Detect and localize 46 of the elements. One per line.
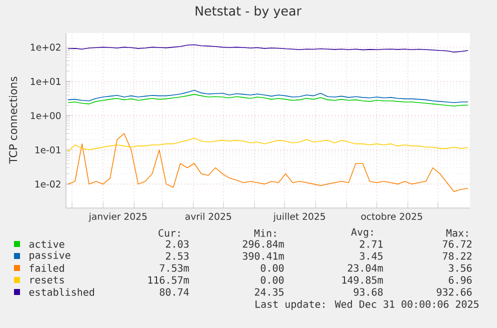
legend-label: resets — [30, 276, 64, 284]
text: Cur: — [158, 229, 180, 237]
text: 0.00 — [260, 276, 284, 284]
text: 80.74 — [160, 288, 189, 296]
line-series — [68, 90, 468, 104]
text: 149.85m — [342, 276, 383, 284]
legend-label: passive — [30, 251, 70, 261]
text: 2.03 — [166, 240, 189, 248]
text: 93.68 — [354, 288, 383, 296]
line-series — [68, 94, 468, 106]
text: Max: — [446, 229, 468, 237]
text: 6.96 — [448, 276, 472, 284]
text: 296.84m — [242, 240, 284, 248]
text: 932.66 — [436, 288, 472, 296]
x-tick-label: janvier 2025 — [88, 212, 147, 222]
y-axis-title: TCP connections — [8, 76, 18, 164]
chart-title: Netstat - by year — [196, 6, 302, 18]
text: 116.57m — [148, 276, 189, 284]
text: 2.53 — [166, 252, 189, 260]
text: 390.41m — [242, 252, 284, 260]
line-series — [68, 44, 468, 52]
x-tick-label: avril 2025 — [185, 212, 232, 220]
text: 76.72 — [442, 240, 472, 248]
legend-label: failed — [30, 264, 64, 272]
text: 2.71 — [360, 240, 383, 248]
x-tick-label: juillet 2025 — [273, 212, 325, 222]
text: 24.35 — [254, 288, 284, 296]
text: Min: — [254, 229, 276, 237]
y-tick-label: 1e+02 — [30, 44, 60, 51]
text: 23.04m — [348, 264, 383, 272]
text: 78.22 — [442, 252, 472, 260]
text: Last update: Wed Dec 31 00:00:06 2025 — [256, 300, 478, 310]
line-series — [68, 138, 468, 152]
text: Avg: — [351, 228, 373, 238]
y-tick-label: 1e+00 — [30, 112, 61, 120]
legend-label: active — [29, 240, 64, 248]
text: 3.45 — [360, 252, 382, 260]
text: 0.00 — [260, 264, 284, 272]
text: 3.56 — [448, 264, 472, 272]
y-tick-label: 1e-01 — [35, 146, 60, 154]
y-tick-label: 1e+01 — [30, 78, 60, 85]
y-tick-label: 1e-02 — [35, 180, 60, 188]
legend-label: established — [29, 288, 94, 296]
text: 7.53m — [160, 264, 189, 272]
line-series — [68, 133, 468, 192]
x-tick-label: octobre 2025 — [361, 212, 422, 220]
